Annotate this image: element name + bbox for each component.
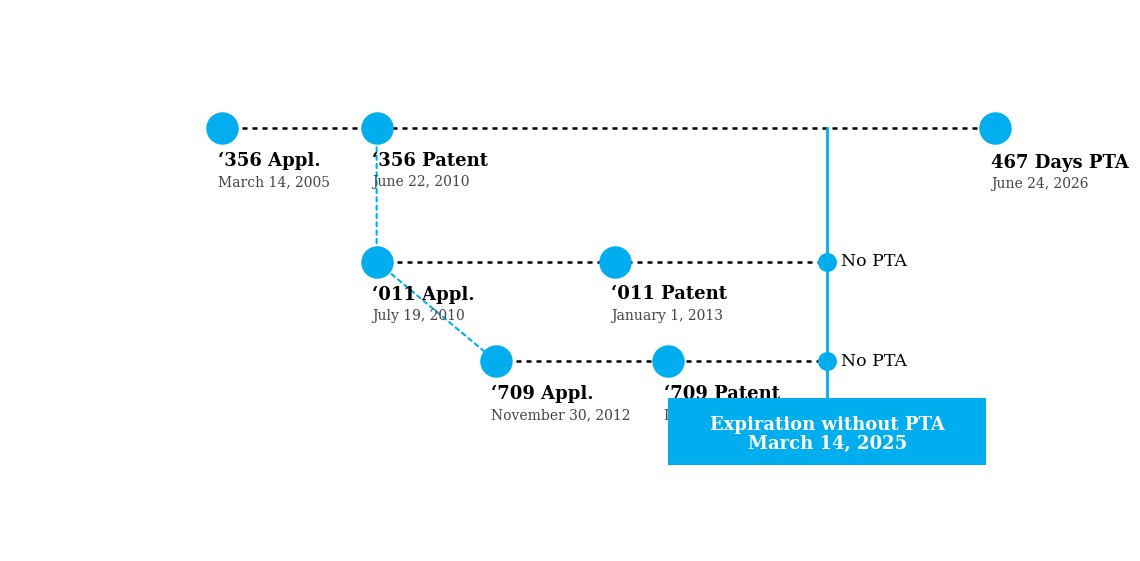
Text: November 30, 2012: November 30, 2012 — [491, 408, 630, 422]
Point — [819, 357, 837, 366]
Text: No PTA: No PTA — [841, 352, 907, 370]
Point — [367, 123, 385, 132]
Point — [986, 123, 1004, 132]
Text: March 14, 2025: March 14, 2025 — [748, 435, 906, 453]
Text: March 14, 2005: March 14, 2005 — [218, 175, 329, 189]
Text: January 1, 2013: January 1, 2013 — [611, 309, 723, 323]
Point — [213, 123, 231, 132]
Point — [819, 257, 837, 266]
Text: July 19, 2010: July 19, 2010 — [372, 309, 465, 323]
Text: 467 Days PTA: 467 Days PTA — [991, 154, 1129, 172]
Text: ‘356 Appl.: ‘356 Appl. — [218, 151, 320, 170]
Point — [606, 257, 625, 266]
Point — [367, 257, 385, 266]
Text: ‘011 Appl.: ‘011 Appl. — [372, 286, 475, 304]
Text: June 24, 2026: June 24, 2026 — [991, 177, 1089, 191]
Point — [659, 357, 677, 366]
Text: ‘709 Appl.: ‘709 Appl. — [491, 385, 594, 403]
FancyBboxPatch shape — [668, 398, 986, 465]
Text: ‘011 Patent: ‘011 Patent — [611, 286, 727, 304]
Text: June 22, 2010: June 22, 2010 — [372, 175, 470, 189]
Text: No PTA: No PTA — [841, 253, 907, 270]
Text: December 17, 2013: December 17, 2013 — [663, 408, 803, 422]
Text: ‘356 Patent: ‘356 Patent — [372, 151, 488, 169]
Text: Expiration without PTA: Expiration without PTA — [710, 416, 945, 434]
Text: ‘709 Patent: ‘709 Patent — [663, 385, 780, 403]
Point — [487, 357, 505, 366]
